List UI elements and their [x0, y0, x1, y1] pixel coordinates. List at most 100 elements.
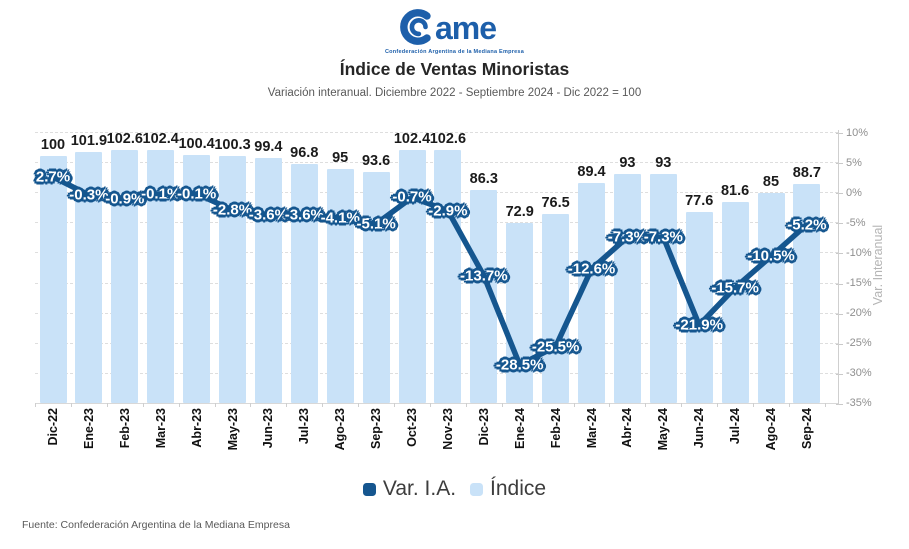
x-axis-label: Abr-23	[189, 408, 204, 448]
var-ia-point-label: -12.6%	[567, 260, 616, 278]
bar-value-label: 99.4	[254, 138, 283, 155]
right-axis-tick	[836, 403, 843, 405]
right-axis-tick-label: -35%	[846, 397, 872, 410]
bar-value-label: 93.6	[361, 153, 391, 170]
bar-value-label: 102.4	[393, 131, 431, 148]
x-axis-label: Jun-23	[261, 408, 276, 449]
x-axis-line	[35, 403, 838, 404]
var-ia-point-label: -0.1%	[177, 185, 217, 203]
bar-value-label: 102.6	[106, 130, 143, 147]
index-bar	[111, 149, 139, 403]
x-axis-label: Jul-24	[728, 408, 743, 445]
var-ia-point-label: -7.3%	[643, 228, 683, 246]
right-axis-tick	[836, 253, 843, 255]
x-axis-label: Oct-23	[405, 408, 419, 447]
index-bar	[506, 223, 534, 403]
x-axis-label: Ago-23	[333, 408, 348, 451]
var-ia-point-label: -28.5%	[495, 356, 544, 374]
x-axis-tick	[537, 403, 539, 407]
var-ia-point-label: -3.6%	[248, 206, 288, 224]
x-axis-tick	[788, 403, 790, 407]
index-bar	[434, 149, 462, 403]
x-axis-label: Nov-23	[440, 408, 455, 450]
index-bar	[362, 172, 390, 403]
bar-value-label: 95	[332, 149, 349, 166]
index-bar	[39, 156, 67, 403]
bar-value-label: 96.8	[290, 145, 319, 162]
var-ia-point-label: -2.8%	[212, 201, 253, 219]
right-axis-tick-label: 10%	[846, 126, 869, 139]
x-axis-tick	[106, 403, 108, 407]
x-axis-tick	[681, 403, 683, 407]
right-axis-tick	[836, 163, 843, 165]
x-axis-label: Ago-24	[764, 408, 778, 451]
came-logo-c-ring	[399, 9, 431, 45]
legend-label: Var. I.A.	[382, 477, 457, 500]
page-subtitle: Variación interanual. Diciembre 2022 - S…	[267, 87, 642, 99]
page-title: Índice de Ventas Minoristas	[339, 59, 570, 79]
var-ia-point-label: -5.1%	[356, 215, 396, 233]
bar-value-label: 88.7	[792, 165, 821, 182]
right-axis-tick-label: 5%	[846, 156, 862, 169]
bar-value-label: 100.4	[178, 136, 215, 153]
chart-legend: Var. I.A. Índice	[0, 477, 909, 501]
right-axis-tick-label: -25%	[846, 337, 872, 350]
came-logo-inner-curl	[409, 18, 428, 37]
right-axis-tick-label: -15%	[846, 277, 872, 289]
x-axis-tick	[645, 403, 647, 407]
bar-value-label: 100.3	[214, 136, 251, 153]
x-axis-tick	[286, 403, 288, 407]
right-axis-tick	[836, 283, 843, 285]
x-axis-label: Ene-23	[81, 408, 96, 449]
right-axis-tick	[836, 133, 843, 134]
index-bar	[542, 214, 570, 403]
x-axis-label: May-23	[225, 408, 240, 451]
came-logo-subtext: Confederación Argentina de la Mediana Em…	[384, 49, 525, 55]
bar-value-label: 86.3	[469, 171, 498, 188]
legend-item-indice: Índice	[470, 477, 546, 501]
x-axis-label: Dic-22	[46, 408, 60, 446]
x-axis-tick	[322, 403, 324, 407]
right-axis-tick	[836, 313, 843, 315]
bar-value-label: 101.9	[70, 132, 108, 149]
index-bar	[290, 164, 318, 403]
x-axis-label: Jun-24	[692, 408, 707, 449]
var-ia-point-label: 2.7%	[35, 168, 71, 186]
x-axis-tick	[824, 403, 826, 407]
bar-value-label: 93	[655, 154, 672, 171]
index-bar	[254, 157, 282, 403]
index-bar	[219, 155, 246, 403]
x-axis-tick	[358, 403, 360, 407]
var-ia-point-label: -0.1%	[141, 185, 181, 203]
index-bar	[470, 190, 498, 403]
right-axis-tick	[836, 223, 843, 225]
bar-value-label: 102.4	[142, 131, 179, 148]
bar-value-label: 76.5	[541, 195, 570, 212]
var-ia-point-label: -0.3%	[69, 186, 109, 204]
x-axis-tick	[178, 403, 180, 407]
came-logo-text: ame	[435, 10, 496, 46]
var-ia-point-label: -25.5%	[531, 338, 580, 356]
right-axis-tick-label: -30%	[846, 367, 872, 380]
var-ia-point-label: -5.2%	[787, 216, 827, 233]
source-note: Fuente: Confederación Argentina de la Me…	[22, 519, 290, 531]
var-ia-point-label: -15.7%	[711, 279, 759, 297]
legend-swatch	[470, 482, 484, 496]
right-axis-tick-label: -5%	[846, 216, 866, 229]
var-ia-point-label: -10.5%	[747, 247, 795, 265]
legend-label: Índice	[490, 477, 547, 500]
legend-swatch	[362, 482, 376, 496]
x-axis-tick	[142, 403, 144, 407]
x-axis-tick	[429, 403, 431, 407]
x-axis-tick	[35, 403, 37, 407]
x-axis-label: Abr-24	[620, 408, 635, 448]
x-axis-tick	[70, 403, 72, 407]
var-ia-point-label: -0.9%	[105, 190, 145, 208]
var-ia-point-label: -3.6%	[284, 206, 324, 224]
x-axis-tick	[250, 403, 252, 407]
bar-value-label: 93	[619, 154, 636, 171]
x-axis-tick	[717, 403, 719, 407]
x-axis-tick	[573, 403, 575, 407]
right-axis-tick	[836, 373, 843, 375]
